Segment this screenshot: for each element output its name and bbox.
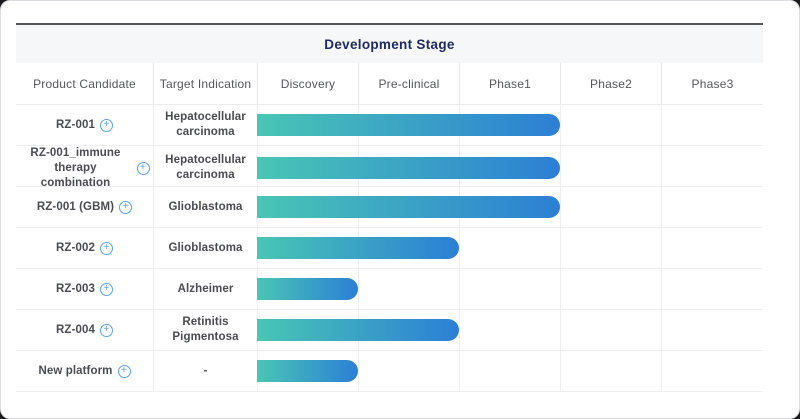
- column-header-pre-clinical: Pre-clinical: [358, 63, 459, 104]
- add-circle-icon[interactable]: +: [99, 282, 113, 296]
- stage-track: [257, 105, 763, 145]
- stage-cell-phase3: [661, 310, 763, 350]
- stage-cell-phase3: [661, 269, 763, 309]
- target-indication-cell: Glioblastoma: [153, 228, 257, 268]
- stage-cell-phase1: [459, 269, 560, 309]
- product-candidate-label: RZ-001_immune therapy combination: [30, 147, 121, 189]
- column-header-row: Product Candidate Target Indication Discov…: [16, 63, 763, 105]
- product-candidate-cell: RZ-002 +: [16, 228, 153, 268]
- add-circle-icon[interactable]: +: [117, 364, 131, 378]
- product-candidate-cell: New platform +: [16, 351, 153, 391]
- product-candidate-label: RZ-001 (GBM): [36, 200, 115, 213]
- stage-cell-phase3: [661, 228, 763, 268]
- pipeline-progress-bar: [257, 278, 358, 300]
- pipeline-progress-bar: [257, 196, 560, 218]
- target-indication-cell: Glioblastoma: [153, 187, 257, 227]
- column-header-phase1: Phase1: [459, 63, 560, 104]
- stage-cell-phase2: [560, 105, 661, 145]
- stage-cell-phase3: [661, 105, 763, 145]
- table-row: RZ-004 + Retinitis Pigmentosa: [16, 310, 763, 351]
- stage-track: [257, 269, 763, 309]
- stage-cell-pre-clinical: [358, 269, 459, 309]
- add-circle-icon[interactable]: +: [136, 161, 150, 175]
- stage-cell-phase2: [560, 310, 661, 350]
- stage-cell-phase1: [459, 351, 560, 391]
- column-header-phase2: Phase2: [560, 63, 661, 104]
- stage-track: [257, 187, 763, 227]
- product-candidate-cell: RZ-004 +: [16, 310, 153, 350]
- stage-track: [257, 228, 763, 268]
- product-candidate-label: RZ-002: [56, 241, 95, 254]
- stage-cell-phase1: [459, 228, 560, 268]
- pipeline-rows: RZ-001 + Hepatocellular carcinoma RZ-001_im…: [16, 105, 763, 392]
- column-header-phase3: Phase3: [661, 63, 763, 104]
- product-candidate-label: RZ-004: [56, 323, 95, 336]
- table-row: RZ-001 + Hepatocellular carcinoma: [16, 105, 763, 146]
- stage-cell-phase2: [560, 187, 661, 227]
- product-candidate-cell: RZ-001 +: [16, 105, 153, 145]
- add-circle-icon[interactable]: +: [99, 118, 113, 132]
- stage-cell-phase2: [560, 269, 661, 309]
- page-title: Development Stage: [324, 36, 455, 52]
- target-indication-cell: -: [153, 351, 257, 391]
- product-candidate-label: New platform: [38, 364, 113, 377]
- column-header-target-indication: Target Indication: [153, 63, 257, 104]
- column-header-discovery: Discovery: [257, 63, 358, 104]
- stage-cell-phase2: [560, 146, 661, 191]
- table-row: RZ-001 (GBM) + Glioblastoma: [16, 187, 763, 228]
- pipeline-progress-bar: [257, 237, 459, 259]
- stage-cell-phase1: [459, 310, 560, 350]
- development-stage-header-bar: Development Stage: [16, 23, 763, 63]
- add-circle-icon[interactable]: +: [99, 241, 113, 255]
- stage-cell-phase2: [560, 351, 661, 391]
- target-indication-cell: Hepatocellular carcinoma: [153, 146, 257, 191]
- add-circle-icon[interactable]: +: [99, 323, 113, 337]
- product-candidate-cell: RZ-003 +: [16, 269, 153, 309]
- stage-track: [257, 146, 763, 191]
- pipeline-table: Development Stage Product Candidate Targe…: [16, 23, 763, 392]
- stage-cell-phase3: [661, 187, 763, 227]
- product-candidate-label: RZ-001: [56, 118, 95, 131]
- target-indication-cell: Retinitis Pigmentosa: [153, 310, 257, 350]
- column-header-product-candidate: Product Candidate: [33, 76, 136, 91]
- product-candidate-cell: RZ-001_immune therapy combination +: [16, 146, 153, 191]
- product-candidate-label: RZ-003: [56, 282, 95, 295]
- pipeline-progress-bar: [257, 360, 358, 382]
- table-row: RZ-002 + Glioblastoma: [16, 228, 763, 269]
- table-row: RZ-001_immune therapy combination + Hepato…: [16, 146, 763, 191]
- stage-track: [257, 351, 763, 391]
- pipeline-progress-bar: [257, 114, 560, 136]
- pipeline-progress-bar: [257, 157, 560, 180]
- stage-cell-pre-clinical: [358, 351, 459, 391]
- table-row: RZ-003 + Alzheimer: [16, 269, 763, 310]
- stage-cell-phase3: [661, 351, 763, 391]
- stage-track: [257, 310, 763, 350]
- table-row: New platform + -: [16, 351, 763, 392]
- target-indication-cell: Hepatocellular carcinoma: [153, 105, 257, 145]
- pipeline-progress-bar: [257, 319, 459, 341]
- stage-cell-phase3: [661, 146, 763, 191]
- add-circle-icon[interactable]: +: [119, 200, 133, 214]
- stage-cell-phase2: [560, 228, 661, 268]
- product-candidate-cell: RZ-001 (GBM) +: [16, 187, 153, 227]
- target-indication-cell: Alzheimer: [153, 269, 257, 309]
